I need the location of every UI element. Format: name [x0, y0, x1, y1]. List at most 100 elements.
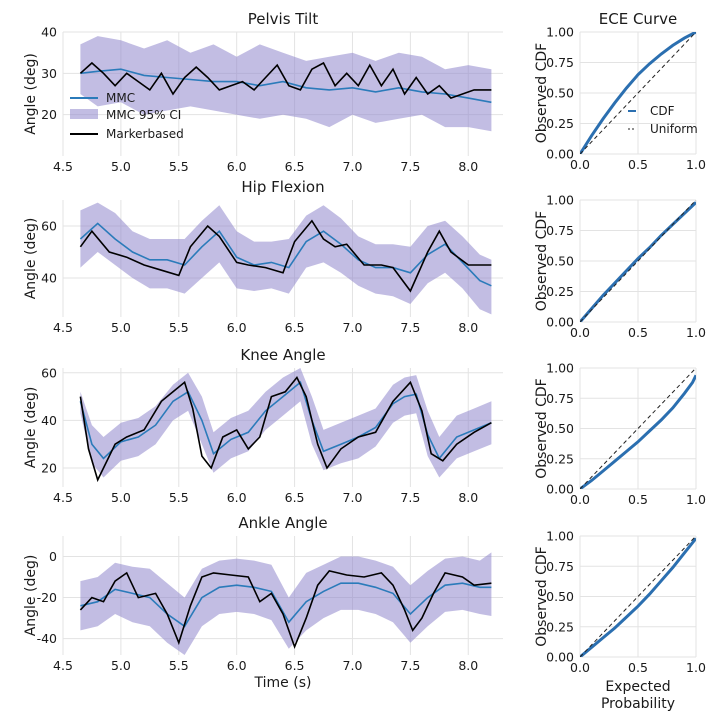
x-tick-label: 7.0 — [343, 658, 363, 673]
y-tick-label: 1.00 — [546, 361, 574, 376]
panel-2: 4.5 5.0 5.5 6.0 6.5 7.0 7.5 8.0 20 40 60 Knee Angle… — [23, 346, 503, 505]
panel-title: Pelvis Tilt — [248, 10, 319, 28]
y-axis-label: Observed CDF — [534, 546, 550, 646]
ci-band — [80, 368, 492, 478]
x-tick-label: 5.0 — [111, 658, 131, 673]
panel-1: 4.5 5.0 5.5 6.0 6.5 7.0 7.5 8.0 40 60 Hip Flexion A… — [23, 178, 503, 335]
y-tick-label: 0.75 — [546, 55, 574, 70]
y-tick-label: 0.50 — [546, 86, 574, 101]
x-tick-label: 5.5 — [169, 490, 189, 505]
legend-marker-label: Markerbased — [106, 127, 184, 141]
legend: MMC MMC 95% CI Markerbased — [70, 91, 184, 141]
y-tick-label: 30 — [41, 66, 57, 81]
y-tick-label: 0.25 — [546, 116, 574, 131]
x-tick-label: 6.0 — [227, 159, 247, 174]
cdf-line — [580, 374, 696, 489]
x-tick-label: 4.5 — [53, 320, 73, 335]
y-tick-label: 40 — [41, 25, 57, 40]
x-tick-label: 1.0 — [686, 492, 706, 507]
y-tick-label: 60 — [41, 219, 57, 234]
y-tick-label: 0.50 — [546, 421, 574, 436]
x-tick-label: 0.5 — [628, 660, 648, 675]
panel-6: 0.0 0.5 1.0 0.00 0.25 0.50 0.75 1.00 Observed CD… — [534, 361, 706, 508]
y-tick-label: 0.25 — [546, 619, 574, 634]
x-tick-label: 7.0 — [343, 490, 363, 505]
x-tick-label: 7.5 — [400, 320, 420, 335]
legend-ci-label: MMC 95% CI — [106, 108, 181, 122]
x-tick-label: 6.5 — [285, 320, 305, 335]
y-tick-label: 0.00 — [546, 147, 574, 162]
mmc-line — [80, 68, 492, 104]
legend-ci-swatch — [70, 109, 98, 119]
cdf-line — [580, 201, 696, 322]
y-tick-label: 0.25 — [546, 451, 574, 466]
ci-band — [80, 36, 492, 132]
x-tick-label: 5.0 — [111, 159, 131, 174]
panel-title: Knee Angle — [240, 346, 325, 364]
panel-4: 0.0 0.5 1.0 0.00 0.25 0.50 0.75 1.00 ECE Curve Ob… — [534, 10, 706, 172]
x-tick-label: 8.0 — [458, 159, 478, 174]
x-tick-label: 4.5 — [53, 658, 73, 673]
x-tick-label: 5.0 — [111, 320, 131, 335]
panel-3: 4.5 5.0 5.5 6.0 6.5 7.0 7.5 8.0 -40 -20 0 Ankle Ang… — [23, 514, 503, 691]
y-tick-label: 0.75 — [546, 223, 574, 238]
x-tick-label: 4.5 — [53, 490, 73, 505]
x-tick-label: 1.0 — [686, 157, 706, 172]
x-tick-label: 8.0 — [458, 658, 478, 673]
panel-5: 0.0 0.5 1.0 0.00 0.25 0.50 0.75 1.00 Observed CD… — [534, 193, 706, 341]
y-tick-label: 40 — [41, 271, 57, 286]
ci-band — [80, 202, 492, 315]
y-axis-label: Observed CDF — [534, 378, 550, 478]
x-tick-label: 5.5 — [169, 159, 189, 174]
x-tick-label: 0.5 — [628, 492, 648, 507]
legend-cdf-label: CDF — [650, 104, 675, 118]
panel-title: ECE Curve — [599, 10, 677, 28]
y-tick-label: 1.00 — [546, 25, 574, 40]
markerbased-line — [79, 61, 492, 100]
plot-area — [79, 368, 492, 483]
x-tick-label: 4.5 — [53, 159, 73, 174]
panel-7: 0.0 0.5 1.0 0.00 0.25 0.50 0.75 1.00 Observed CD… — [534, 529, 706, 713]
cdf-line — [580, 537, 696, 657]
y-tick-label: 0.00 — [546, 315, 574, 330]
plot-area — [580, 32, 696, 154]
x-tick-label: 5.5 — [169, 320, 189, 335]
x-tick-label: 6.0 — [227, 320, 247, 335]
x-tick-label: 0.5 — [628, 325, 648, 340]
uniform-line — [580, 32, 696, 154]
panel-title: Ankle Angle — [238, 514, 327, 532]
x-tick-label: 6.5 — [285, 159, 305, 174]
y-tick-label: 0.00 — [546, 482, 574, 497]
y-axis-label: Angle (deg) — [23, 53, 39, 135]
legend-uniform-label: Uniform — [650, 122, 698, 136]
x-tick-label: 1.0 — [686, 660, 706, 675]
x-tick-label: 5.5 — [169, 658, 189, 673]
x-tick-label: 0.0 — [570, 325, 590, 340]
plot-area — [580, 200, 696, 322]
y-tick-label: -20 — [37, 590, 57, 605]
x-axis-label: Time (s) — [254, 675, 312, 691]
plot-area — [79, 202, 492, 315]
x-tick-label: 1.0 — [686, 325, 706, 340]
x-tick-label: 6.5 — [285, 490, 305, 505]
x-tick-label: 0.5 — [628, 157, 648, 172]
ece-legend: CDF Uniform — [628, 104, 698, 136]
y-tick-label: 60 — [41, 365, 57, 380]
markerbased-line — [79, 219, 492, 293]
plot-area — [580, 536, 696, 657]
y-axis-label: Angle (deg) — [23, 387, 39, 469]
x-tick-label: 7.5 — [400, 159, 420, 174]
plot-area — [79, 36, 492, 132]
x-tick-label: 7.5 — [400, 490, 420, 505]
mmc-line — [79, 222, 492, 287]
markerbased-line — [79, 376, 492, 483]
x-tick-label: 0.0 — [570, 660, 590, 675]
x-tick-label: 6.0 — [227, 658, 247, 673]
y-tick-label: 40 — [41, 413, 57, 428]
y-tick-label: 0.50 — [546, 254, 574, 269]
x-tick-label: 7.0 — [343, 320, 363, 335]
plot-area — [79, 552, 492, 655]
y-axis-label: Angle (deg) — [23, 555, 39, 637]
uniform-line — [580, 200, 696, 322]
